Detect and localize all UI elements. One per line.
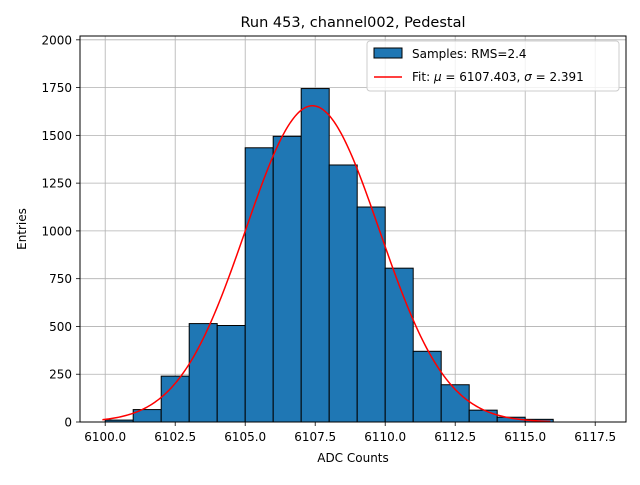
x-tick-label: 6110.0	[364, 430, 406, 444]
histogram-bar	[412, 350, 442, 423]
legend-histogram-swatch	[373, 47, 403, 59]
histogram-bar	[440, 384, 470, 423]
histogram-bar	[216, 325, 246, 423]
x-tick-label: 6107.5	[294, 430, 336, 444]
legend-box	[366, 40, 620, 92]
x-tick-label: 6115.0	[504, 430, 546, 444]
legend-fit-sigma-symbol: σ	[524, 70, 532, 84]
histogram-bar	[272, 135, 302, 423]
legend-fit-mu-symbol: μ	[433, 70, 442, 84]
x-tick-label: 6117.5	[574, 430, 616, 444]
x-tick-label: 6100.0	[84, 430, 126, 444]
y-tick-label: 2000	[41, 33, 72, 47]
y-tick-label: 750	[49, 272, 72, 286]
x-tick-label: 6102.5	[154, 430, 196, 444]
histogram-bars	[104, 88, 554, 423]
histogram-bar	[300, 88, 330, 423]
legend-histogram-label: Samples: RMS=2.4	[412, 47, 527, 61]
histogram-bar	[244, 147, 274, 423]
histogram-bar	[384, 267, 414, 423]
y-axis: 0 250 500 750 1000 1250 1500 1750 2000	[41, 33, 80, 430]
y-tick-label: 250	[49, 368, 72, 382]
y-tick-label: 1500	[41, 129, 72, 143]
fit-curve-group	[102, 105, 551, 423]
histogram-bar	[328, 164, 358, 423]
y-tick-label: 500	[49, 320, 72, 334]
y-tick-label: 1750	[41, 81, 72, 95]
y-tick-label: 1000	[41, 224, 72, 238]
x-tick-label: 6112.5	[434, 430, 476, 444]
x-axis: 6100.0 6102.5 6105.0 6107.5 6110.0 6112.5 6115…	[84, 422, 616, 444]
legend: Samples: RMS=2.4 Fit: μ = 6107.403, σ = …	[366, 40, 620, 92]
fit-curve	[102, 105, 551, 423]
legend-fit-sigma-value: = 2.391	[532, 70, 584, 84]
plot-frame	[79, 35, 627, 423]
x-axis-title: ADC Counts	[317, 451, 389, 465]
y-tick-label: 0	[64, 416, 72, 430]
histogram-bar	[356, 206, 386, 423]
chart-title: Run 453, channel002, Pedestal	[240, 15, 465, 31]
legend-fit-mu-value: = 6107.403,	[442, 70, 525, 84]
y-tick-label: 1250	[41, 177, 72, 191]
y-axis-title: Entries	[15, 208, 29, 250]
legend-fit-label: Fit: μ = 6107.403, σ = 2.391	[412, 70, 584, 84]
x-tick-label: 6105.0	[224, 430, 266, 444]
histogram-bar	[468, 409, 498, 423]
legend-fit-prefix: Fit:	[412, 70, 434, 84]
